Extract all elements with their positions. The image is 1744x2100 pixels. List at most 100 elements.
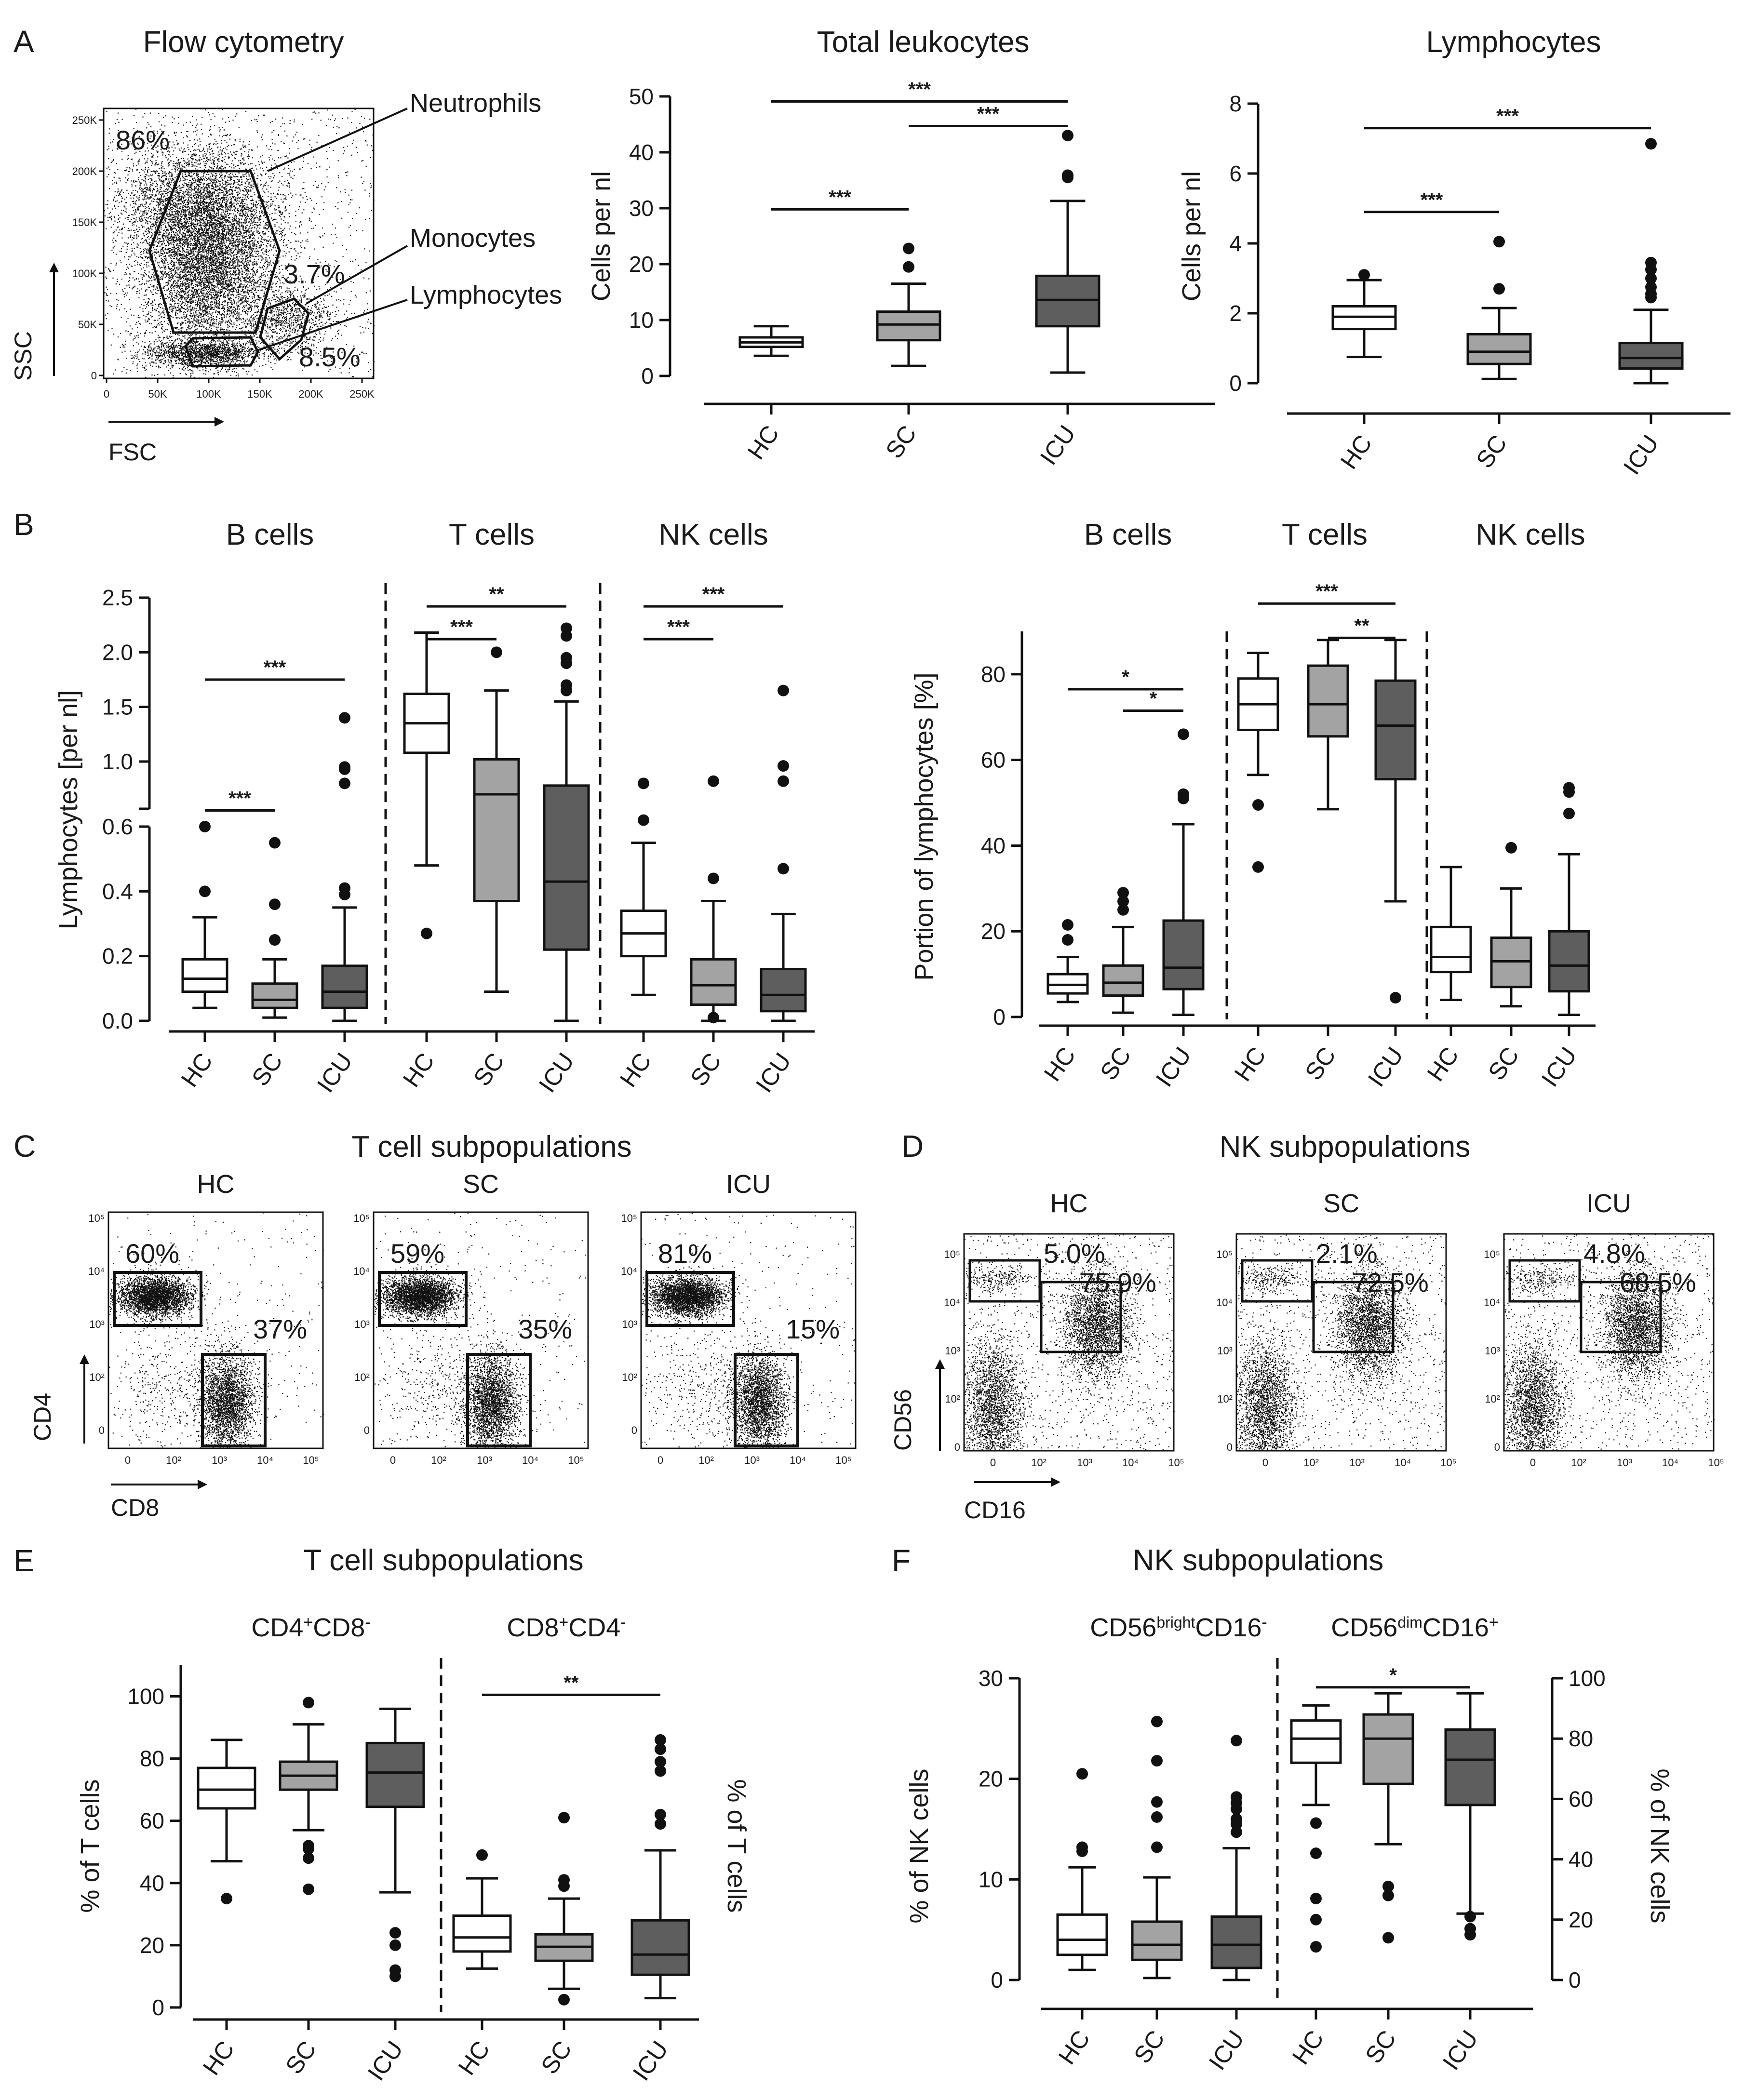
event-dots <box>964 1233 1175 1452</box>
box-4 <box>1362 1713 1414 1785</box>
outlier-3-1 <box>1252 799 1264 811</box>
neutrophils-percent: 86% <box>116 125 170 155</box>
chart-title: Total leukocytes <box>817 26 1029 59</box>
x-tick-label-0: HC <box>1335 430 1377 474</box>
x-tick-label-4: SC <box>536 2036 577 2079</box>
outlier-3-4 <box>1310 1817 1322 1829</box>
lymphocytes-pointer <box>255 299 408 352</box>
t-cell-flow-plots: HC 60% 37% 0 10² 10³ 10⁴ 10⁵ 10⁵ 10⁴ 10³ 10² 0 SC 59% 3… <box>80 1170 857 1489</box>
cd8-percent: 35% <box>518 1314 572 1344</box>
y-tick-label-0: 0.0 <box>102 1008 133 1033</box>
cd8-percent: 37% <box>253 1314 307 1344</box>
x-tick-label-3: 10⁴ <box>790 1454 806 1466</box>
y-tick-label-2: 20 <box>629 252 654 277</box>
y-tick-label-5: 100 <box>127 1684 164 1709</box>
neutrophils-label: Neutrophils <box>410 89 541 118</box>
nk-flow-plots: HC 5.0%75.9% 0 10² 10³ 10⁴ 10⁵ 10⁵ 10⁴ 10³ 10² 0 SC 2… <box>935 1189 1724 1487</box>
x-tick-label-2: ICU <box>312 1048 358 1097</box>
x-tick-label-3: HC <box>1287 2025 1329 2069</box>
outlier-3-0 <box>421 927 432 939</box>
y-tick-label-2: 10³ <box>945 1345 960 1357</box>
t-cell-subpop-flow-title: T cell subpopulations <box>351 1130 631 1164</box>
box-0 <box>181 958 228 993</box>
box-5 <box>1374 679 1417 781</box>
outlier-2-2 <box>1645 281 1657 293</box>
fsc-tick-label-2: 100K <box>196 388 221 400</box>
y-tick-label-5: 50 <box>629 84 654 109</box>
significance-label-4: *** <box>667 616 690 638</box>
dim-gate <box>1580 1281 1662 1353</box>
significance-label-0: *** <box>228 788 251 809</box>
cd56-arrowhead <box>935 1359 945 1369</box>
outlier-2-2 <box>389 1939 401 1951</box>
outlier-2-2 <box>1231 1813 1242 1825</box>
significance-label-1: *** <box>977 103 1000 124</box>
y-tick-label-4: 8 <box>1229 91 1242 116</box>
cd56bright-group-title: CD56brightCD16- <box>1090 1613 1267 1642</box>
nk-flow-label-0: HC <box>1050 1189 1088 1218</box>
outlier-1-3 <box>1151 1755 1163 1767</box>
cd56dim-group-title: CD56dimCD16+ <box>1331 1613 1499 1642</box>
x-tick-label-7: SC <box>1483 1042 1524 1085</box>
y-tick-label-2: 0.4 <box>102 879 133 904</box>
x-tick-label-0: HC <box>742 420 784 464</box>
y-tick-label-2: 10³ <box>89 1318 105 1330</box>
x-tick-label-4: 10⁵ <box>303 1454 319 1466</box>
x-tick-label-2: ICU <box>1618 430 1664 480</box>
y-tick-label-1: 20 <box>140 1933 164 1958</box>
bright-percent: 4.8% <box>1583 1238 1645 1269</box>
outlier-5-0 <box>655 1818 666 1830</box>
ssc-tick-label-1: 50K <box>78 319 97 331</box>
significance-label-2: *** <box>450 616 473 638</box>
y-tick-label-4: 0 <box>631 1424 637 1436</box>
flow-cytometry-panel: Flow cytometry 0 50K 100K 150K 200K 250K 0 50K 1… <box>10 26 562 466</box>
y-tick-label-2: 40 <box>1569 1847 1593 1872</box>
y-tick-label-2: 10³ <box>622 1318 637 1330</box>
outlier-2-3 <box>389 1927 401 1939</box>
outlier-2-1 <box>339 882 350 894</box>
lymphocyte-gate <box>184 336 259 368</box>
nk-flow-plot-0: HC 5.0%75.9% 0 10² 10³ 10⁴ 10⁵ 10⁵ 10⁴ 10³ 10² 0 <box>944 1189 1184 1469</box>
outlier-2-6 <box>1231 1735 1242 1747</box>
significance-label-2: *** <box>908 79 931 100</box>
x-tick-label-4: 10⁵ <box>1708 1457 1724 1469</box>
x-tick-label-1: SC <box>1471 430 1512 473</box>
box-3 <box>452 1914 512 1953</box>
y-tick-label-0: 0 <box>641 363 654 388</box>
fsc-tick-label-4: 200K <box>298 388 323 400</box>
outlier-2-4 <box>339 761 350 773</box>
x-tick-label-1: 10² <box>698 1454 714 1466</box>
x-tick-label-1: SC <box>280 2036 322 2079</box>
panel-label-b: B <box>13 507 34 542</box>
monocyte-gate <box>259 297 310 361</box>
plot-frame <box>640 1211 857 1449</box>
y-tick-label-7: 2.5 <box>102 585 133 610</box>
ssc-tick-label-4: 200K <box>72 165 97 177</box>
box-2 <box>1210 1915 1262 1969</box>
box-5 <box>631 1919 690 1976</box>
y-tick-label-3: 60 <box>1569 1786 1593 1811</box>
x-tick-label-2: 10³ <box>744 1454 760 1466</box>
nk-subpopulations-chart: % of NK cells % of NK cells 0 10 20 30 0 20 40 60… <box>905 1658 1674 2075</box>
y-tick-label-3: 10² <box>622 1371 637 1383</box>
flow-cytometry-plot: 0 50K 100K 150K 200K 250K 0 50K 100K 150K 200K 250K <box>49 107 408 427</box>
outlier-5-2 <box>1464 1911 1476 1923</box>
y-tick-label-0: 10⁵ <box>1484 1248 1500 1260</box>
outlier-6-1 <box>638 777 649 789</box>
fsc-tick-label-5: 250K <box>349 388 375 400</box>
cd16-arrowhead <box>1051 1477 1060 1487</box>
outlier-1-1 <box>1151 1811 1163 1823</box>
nk-subpop-box-title: NK subpopulations <box>1133 1544 1383 1577</box>
cd4-gate <box>378 1271 468 1327</box>
outlier-2-1 <box>1062 169 1073 181</box>
outlier-1-2 <box>1117 887 1129 899</box>
outlier-0-1 <box>1062 919 1073 931</box>
y-axis-label-left: % of NK cells <box>905 1768 934 1923</box>
y-tick-label-1: 10 <box>629 308 654 333</box>
outlier-4-0 <box>491 646 502 658</box>
event-dots <box>1236 1233 1447 1452</box>
y-tick-label-2: 40 <box>981 833 1006 858</box>
y-tick-label-4: 1.0 <box>102 749 133 774</box>
event-dots <box>641 1212 856 1449</box>
nk-flow-label-2: ICU <box>1586 1189 1631 1218</box>
